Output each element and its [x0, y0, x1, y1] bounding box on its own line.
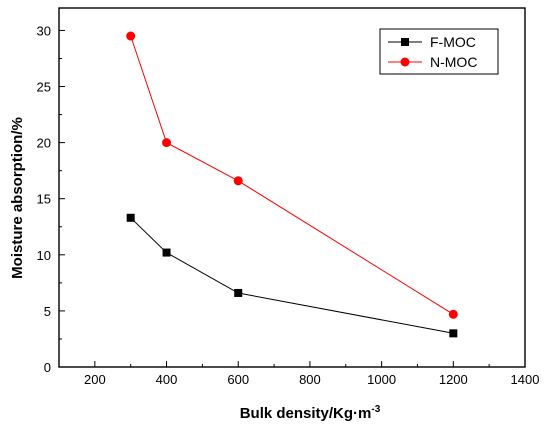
data-point-f-moc	[449, 329, 458, 338]
data-point-n-moc	[126, 31, 136, 41]
legend-box	[379, 28, 499, 75]
data-point-n-moc	[233, 176, 243, 186]
plot-frame	[58, 7, 526, 368]
data-point-f-moc	[126, 213, 135, 222]
x-tick-label: 1400	[511, 372, 540, 387]
y-tick-label: 20	[37, 136, 51, 151]
y-tick-label: 30	[37, 23, 51, 38]
x-tick-label: 400	[156, 372, 178, 387]
y-axis-title: Moisture absorption/%	[9, 117, 26, 279]
data-point-f-moc	[234, 288, 243, 297]
y-tick-label: 15	[37, 192, 51, 207]
x-tick-label: 600	[227, 372, 249, 387]
y-tick-label: 5	[44, 304, 51, 319]
x-tick-label: 200	[84, 372, 106, 387]
data-point-f-moc	[162, 248, 171, 257]
plot-frame-layer	[58, 7, 526, 368]
x-axis-title-text: Bulk density/Kg·m	[240, 405, 372, 422]
legend-label-n-moc: N-MOC	[430, 54, 477, 70]
x-tick-label: 800	[299, 372, 321, 387]
legend: F-MOC N-MOC	[379, 28, 499, 75]
data-point-n-moc	[162, 138, 172, 148]
legend-marker-f-moc	[401, 38, 409, 46]
x-tick-label: 1200	[439, 372, 468, 387]
series-line-f-moc	[130, 217, 454, 334]
x-axis-title: Bulk density/Kg·m-3	[240, 404, 381, 422]
series-layer	[126, 31, 458, 338]
x-axis-title-superscript: -3	[371, 404, 380, 415]
tick-layer: 200 400 600 800 1000 1200 1400 0 5 10 15 20 25 30	[37, 23, 540, 387]
y-tick-label: 25	[37, 80, 51, 95]
legend-marker-n-moc	[400, 57, 410, 67]
y-tick-label: 0	[44, 360, 51, 375]
x-tick-label: 1000	[367, 372, 396, 387]
series-line-n-moc	[130, 35, 454, 315]
legend-label-f-moc: F-MOC	[430, 34, 476, 50]
data-point-n-moc	[448, 309, 458, 319]
y-tick-label: 10	[37, 248, 51, 263]
